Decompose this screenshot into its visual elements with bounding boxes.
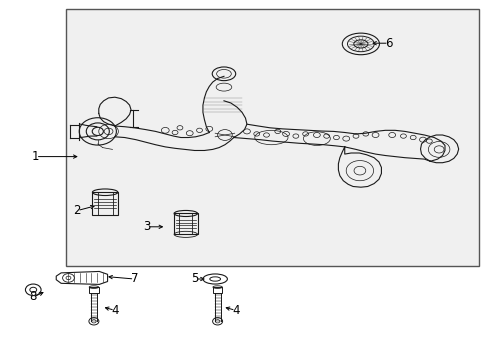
Bar [91, 292, 97, 321]
Text: 4: 4 [111, 304, 119, 317]
Text: 6: 6 [384, 37, 392, 50]
Bar [89, 287, 99, 292]
Bar [174, 213, 197, 234]
Bar [212, 287, 222, 292]
Bar [97, 192, 113, 215]
Text: 3: 3 [142, 220, 150, 233]
Text: 5: 5 [190, 273, 198, 285]
Bar [66, 9, 478, 266]
Bar [92, 192, 118, 215]
Text: 1: 1 [32, 150, 40, 163]
Text: 8: 8 [29, 291, 37, 303]
Bar [179, 213, 192, 234]
Text: 7: 7 [130, 273, 138, 285]
Bar [214, 292, 220, 321]
Text: 2: 2 [73, 204, 81, 217]
Text: 4: 4 [231, 304, 239, 317]
